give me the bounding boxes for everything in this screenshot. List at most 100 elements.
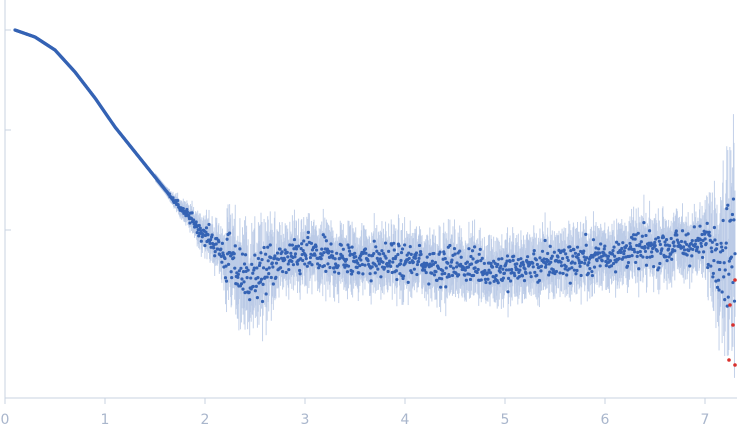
data-point (502, 271, 507, 275)
data-point (661, 235, 666, 239)
data-point (482, 261, 486, 266)
data-point (384, 256, 388, 260)
data-point (679, 239, 684, 244)
data-point (219, 247, 223, 251)
data-point (584, 232, 588, 236)
data-point (720, 245, 724, 249)
data-point (388, 259, 392, 263)
data-point (417, 256, 421, 260)
data-point (432, 273, 437, 277)
data-point (729, 218, 733, 222)
data-point (449, 264, 453, 268)
data-point (310, 263, 314, 267)
data-point (547, 273, 551, 277)
data-point (239, 282, 244, 286)
data-point (220, 241, 225, 245)
data-point (374, 245, 378, 249)
data-point (255, 296, 260, 300)
data-point (375, 249, 379, 253)
data-point (374, 264, 378, 268)
data-point (532, 252, 536, 256)
data-point (717, 267, 722, 272)
data-point (477, 252, 481, 256)
data-point (214, 242, 218, 246)
data-point (300, 242, 304, 246)
data-point (702, 229, 706, 233)
data-point (380, 249, 384, 253)
data-point (314, 244, 318, 249)
data-point (594, 246, 598, 250)
data-point (341, 247, 345, 251)
data-point (440, 272, 444, 276)
data-point (630, 254, 634, 258)
data-point (539, 269, 543, 273)
data-point (383, 241, 388, 245)
data-point (718, 260, 722, 265)
data-point (462, 266, 466, 270)
data-point (266, 259, 270, 263)
data-point (440, 277, 444, 281)
data-point (210, 233, 214, 237)
data-point (518, 264, 522, 268)
data-point (582, 255, 586, 259)
data-point (635, 254, 639, 258)
data-point (302, 239, 306, 243)
data-point (643, 244, 647, 249)
data-point (200, 235, 204, 239)
data-point (698, 238, 703, 242)
data-point (482, 271, 486, 276)
data-point (347, 246, 351, 250)
data-point (241, 270, 246, 274)
data-point (264, 252, 268, 256)
data-point (522, 279, 527, 283)
data-point (723, 298, 727, 302)
data-point (378, 257, 383, 261)
data-point (271, 265, 275, 269)
data-point (533, 270, 537, 274)
data-point (641, 255, 645, 259)
data-point (190, 211, 194, 215)
data-point (708, 238, 712, 242)
data-point (355, 265, 359, 269)
data-point (652, 265, 656, 269)
data-point (419, 252, 423, 256)
data-point (251, 284, 255, 289)
data-point (686, 232, 690, 236)
data-point (237, 269, 241, 273)
data-point (608, 259, 613, 263)
data-point (476, 259, 480, 263)
data-point (521, 263, 526, 267)
data-point (176, 203, 180, 207)
data-point (628, 241, 632, 246)
data-point (725, 304, 729, 308)
data-point (548, 244, 552, 248)
data-point (496, 262, 500, 267)
data-point (509, 279, 513, 283)
data-point (381, 252, 386, 256)
data-point (614, 270, 618, 274)
data-point (344, 257, 349, 262)
data-point (204, 226, 209, 230)
data-point (724, 246, 728, 250)
data-point (369, 279, 373, 283)
data-point (427, 282, 431, 286)
data-point (439, 285, 443, 289)
data-point (572, 248, 576, 252)
data-point (719, 241, 723, 245)
data-point (501, 267, 505, 271)
data-point (401, 276, 405, 281)
data-point (471, 273, 476, 278)
data-point (357, 271, 361, 275)
data-point (286, 262, 290, 266)
data-point (431, 262, 436, 266)
data-point (296, 244, 301, 248)
data-point (260, 299, 265, 304)
data-point (228, 231, 232, 235)
data-point (513, 274, 517, 278)
data-point (320, 247, 324, 251)
data-point (515, 267, 519, 271)
outlier-point (733, 363, 737, 367)
data-point (268, 243, 272, 247)
data-point (531, 261, 535, 265)
x-ticks: 0 1 2 3 4 5 6 7 (1, 398, 709, 428)
